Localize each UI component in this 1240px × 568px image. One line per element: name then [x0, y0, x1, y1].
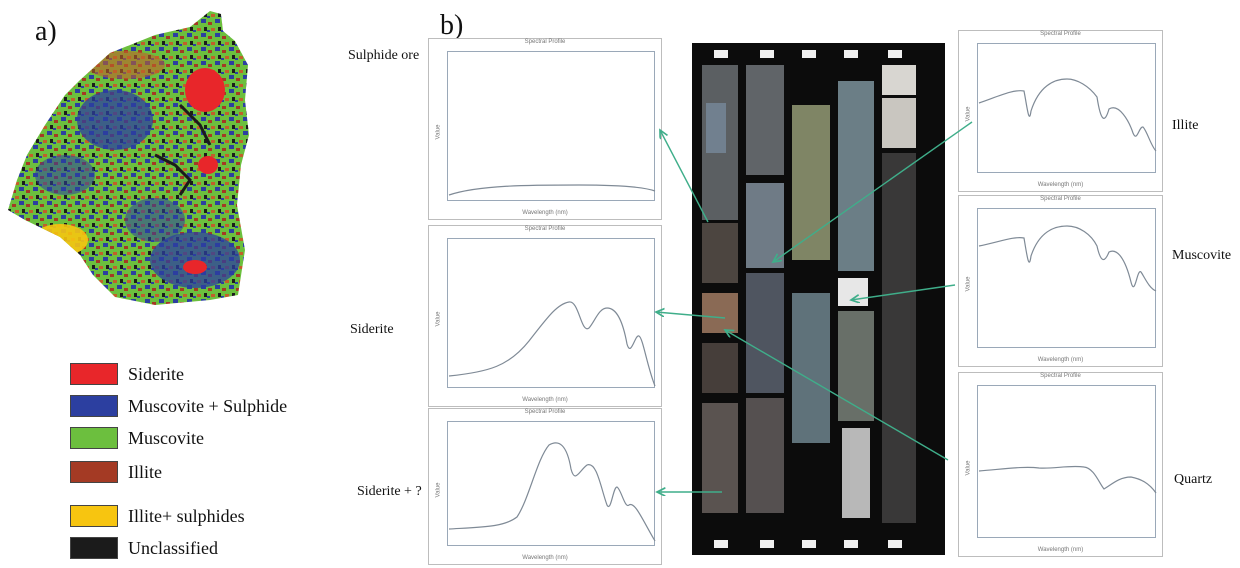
- spectrum-curve: [978, 225, 1157, 292]
- spectrum-illite: Spectral Profile Value Wavelength (nm): [958, 30, 1163, 192]
- legend-label: Illite: [128, 461, 162, 482]
- legend-item-siderite: Siderite: [70, 363, 184, 385]
- core-tag: [888, 540, 902, 548]
- spectrum-xlabel: Wavelength (nm): [1037, 182, 1084, 188]
- spectrum-title: Spectral Profile: [524, 39, 566, 45]
- plot-area: [447, 421, 655, 546]
- spectrum-curve: [448, 301, 656, 387]
- legend-item-unclassified: Unclassified: [70, 537, 218, 559]
- legend-swatch: [70, 427, 118, 449]
- label-sulphide-ore: Sulphide ore: [348, 48, 420, 63]
- core-tag: [714, 50, 728, 58]
- spectrum-title: Spectral Profile: [524, 226, 566, 232]
- spectrum-xlabel: Wavelength (nm): [1037, 357, 1084, 363]
- label-muscovite: Muscovite: [1172, 248, 1232, 263]
- legend-label: Siderite: [128, 363, 184, 384]
- plot-area: [977, 43, 1156, 173]
- legend-item-illite: Illite: [70, 461, 162, 483]
- core-tag: [888, 50, 902, 58]
- label-illite: Illite: [1172, 118, 1199, 133]
- drill-core-tray-image: [692, 43, 945, 555]
- spectrum-xlabel: Wavelength (nm): [522, 210, 568, 216]
- spectrum-curve: [448, 184, 656, 196]
- legend-swatch: [70, 363, 118, 385]
- spectrum-ylabel: Value: [435, 311, 442, 327]
- legend-item-muscovite: Muscovite: [70, 427, 204, 449]
- plot-area: [447, 51, 655, 201]
- legend-swatch: [70, 505, 118, 527]
- spectrum-title: Spectral Profile: [524, 409, 566, 415]
- legend-item-illite-sulphides: Illite+ sulphides: [70, 505, 245, 527]
- spectrum-sulphide-ore: Spectral Profile Value Wavelength (nm): [428, 38, 662, 220]
- core-tag: [802, 540, 816, 548]
- legend-swatch: [70, 395, 118, 417]
- core-tag: [760, 50, 774, 58]
- legend-label: Illite+ sulphides: [128, 505, 245, 526]
- legend-swatch: [70, 537, 118, 559]
- spectrum-ylabel: Value: [965, 460, 972, 475]
- spectrum-siderite-unknown: Spectral Profile Value Wavelength (nm): [428, 408, 662, 565]
- legend-label: Muscovite: [128, 427, 204, 448]
- spectrum-ylabel: Value: [435, 482, 442, 497]
- core-tag: [714, 540, 728, 548]
- core-tag: [844, 540, 858, 548]
- spectrum-curve: [978, 78, 1157, 152]
- spectrum-xlabel: Wavelength (nm): [1037, 547, 1084, 553]
- spectrum-quartz: Spectral Profile Value Wavelength (nm): [958, 372, 1163, 557]
- spectrum-xlabel: Wavelength (nm): [522, 397, 568, 403]
- mineral-map: [8, 11, 249, 305]
- panel-label-b: b): [440, 10, 464, 41]
- spectrum-siderite: Spectral Profile Value Wavelength (nm): [428, 225, 662, 407]
- spectrum-ylabel: Value: [965, 106, 972, 122]
- core-tag: [844, 50, 858, 58]
- spectrum-ylabel: Value: [965, 276, 972, 292]
- plot-area: [977, 208, 1156, 348]
- spectrum-xlabel: Wavelength (nm): [522, 555, 568, 561]
- label-quartz: Quartz: [1174, 472, 1213, 487]
- core-columns: [702, 65, 916, 523]
- spectrum-curve: [448, 442, 656, 542]
- label-siderite-unknown: Siderite + ?: [357, 484, 422, 499]
- spectrum-muscovite: Spectral Profile Value Wavelength (nm): [958, 195, 1163, 367]
- core-tag: [760, 540, 774, 548]
- spectrum-title: Spectral Profile: [1040, 373, 1081, 379]
- spectrum-title: Spectral Profile: [1040, 196, 1081, 202]
- spectrum-title: Spectral Profile: [1040, 31, 1081, 37]
- panel-label-a: a): [35, 16, 57, 47]
- spectrum-ylabel: Value: [435, 124, 442, 140]
- core-tag: [802, 50, 816, 58]
- legend-label: Muscovite + Sulphide: [128, 395, 288, 416]
- plot-area: [977, 385, 1156, 538]
- legend-label: Unclassified: [128, 537, 218, 558]
- label-siderite: Siderite: [350, 322, 394, 337]
- legend-swatch: [70, 461, 118, 483]
- spectrum-curve: [978, 465, 1157, 494]
- legend-item-muscovite-sulphide: Muscovite + Sulphide: [70, 395, 287, 417]
